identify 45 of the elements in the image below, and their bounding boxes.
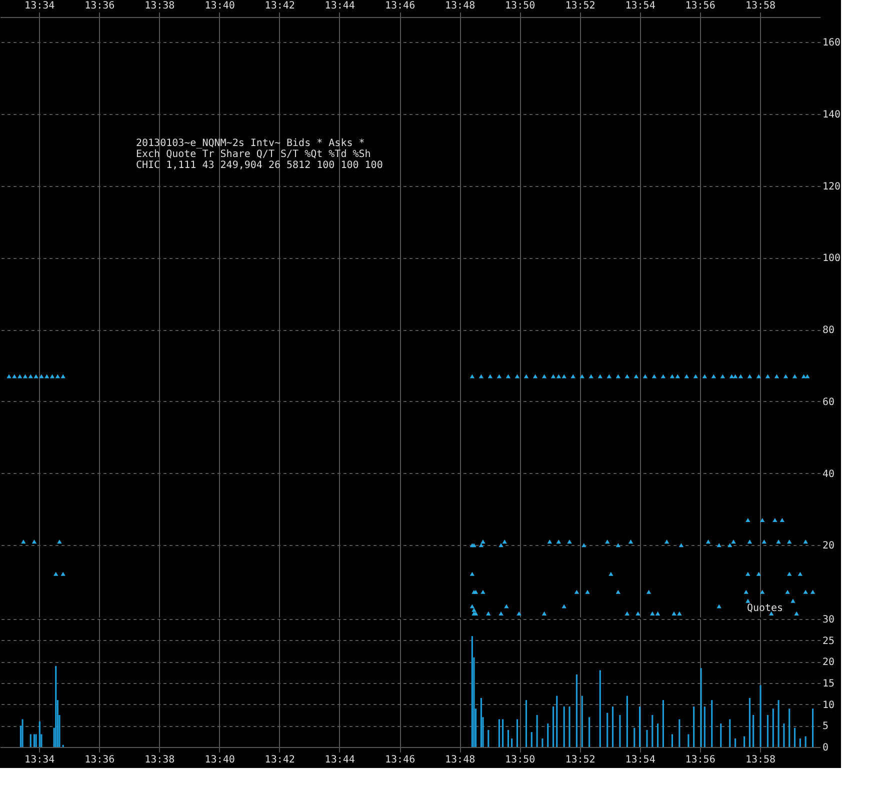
y-tick-label: 160 [822, 38, 841, 49]
y-tick-label: 15 [822, 678, 835, 690]
x-tick-label: 13:50 [505, 0, 536, 12]
x-tick-label: 13:42 [264, 754, 295, 766]
y-tick-label: 25 [822, 636, 835, 647]
annotation: CHIC 1,111 43 249,904 26 5812 100 100 100 [136, 160, 383, 171]
y-tick-label: 60 [822, 396, 835, 408]
annotation: 20130103~e_NQNM~2s Intv~ Bids * Asks * [136, 138, 365, 149]
x-tick-label: 13:36 [84, 754, 115, 766]
x-tick-label: 13:50 [505, 754, 536, 766]
x-tick-label: 13:42 [264, 0, 295, 12]
x-tick-label: 13:38 [144, 0, 175, 12]
annotation: Exch Quote Tr Share Q/T S/T %Qt %Td %Sh [136, 149, 371, 160]
x-tick-label: 13:52 [565, 0, 596, 12]
x-tick-label: 13:34 [24, 754, 55, 766]
x-tick-label: 13:54 [625, 0, 656, 12]
y-tick-label: 0 [822, 742, 829, 754]
x-tick-label: 13:58 [745, 0, 776, 12]
x-tick-label: 13:40 [204, 0, 235, 12]
x-tick-label: 13:38 [144, 754, 175, 766]
x-tick-label: 13:54 [625, 754, 656, 766]
x-tick-label: 13:40 [204, 754, 235, 766]
y-tick-label: 20 [822, 540, 835, 552]
y-tick-label: 20 [822, 657, 835, 668]
x-tick-label: 13:58 [745, 754, 776, 766]
y-tick-label: 10 [822, 700, 835, 711]
x-tick-label: 13:46 [384, 0, 416, 12]
x-tick-label: 13:48 [445, 754, 476, 766]
x-tick-label: 13:56 [685, 754, 716, 766]
x-tick-label: 13:56 [685, 0, 716, 12]
x-tick-label: 13:46 [384, 754, 416, 766]
x-tick-label: 13:44 [324, 0, 355, 12]
x-tick-label: 13:48 [445, 0, 476, 12]
y-tick-label: 80 [822, 325, 835, 336]
y-tick-label: 40 [822, 468, 835, 480]
y-tick-label: 140 [822, 110, 841, 121]
x-tick-label: 13:34 [24, 0, 55, 12]
x-tick-label: 13:36 [84, 0, 115, 12]
annotation: Quotes [746, 603, 784, 614]
y-tick-label: 5 [822, 721, 829, 732]
x-tick-label: 13:52 [565, 754, 596, 766]
y-tick-label: 100 [822, 253, 841, 264]
x-tick-label: 13:44 [324, 754, 355, 766]
y-tick-label: 30 [822, 614, 835, 626]
y-tick-label: 120 [822, 181, 841, 192]
